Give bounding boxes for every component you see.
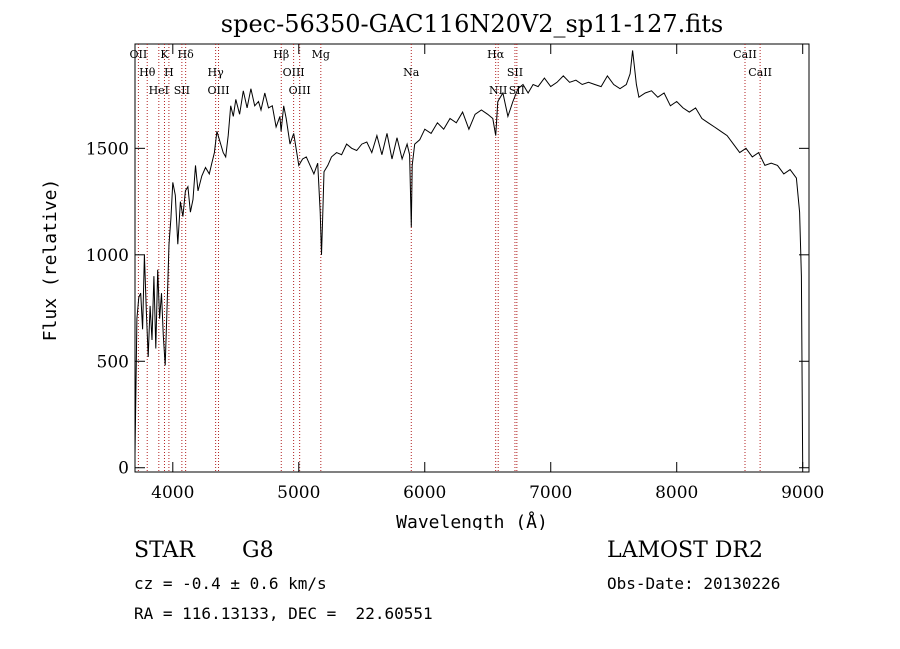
line-label: H — [164, 66, 174, 79]
plot-frame — [134, 43, 810, 473]
x-tick-label: 7000 — [529, 483, 572, 503]
y-tick-label: 1000 — [86, 246, 129, 266]
spectrum-series-line — [134, 50, 804, 468]
x-axis-ticks: 4000 5000 6000 7000 8000 9000 — [151, 44, 824, 503]
line-label: CaII — [748, 66, 772, 79]
object-subclass: G8 — [242, 538, 274, 563]
spectral-line-labels: OIIHθHeIKHSIIHδHγOIIIHβOIIIOIIIMgNaNIIHα… — [130, 48, 772, 97]
line-label: NII — [489, 84, 507, 97]
x-tick-label: 5000 — [277, 483, 320, 503]
survey-name: LAMOST DR2 — [607, 538, 763, 563]
line-label: Hδ — [178, 48, 195, 61]
line-label: Hβ — [273, 48, 289, 61]
line-label: OIII — [289, 84, 311, 97]
line-label: OIII — [207, 84, 229, 97]
line-label: OIII — [283, 66, 305, 79]
y-axis-label: Flux (relative) — [40, 179, 61, 342]
spectrum-chart: OIIHθHeIKHSIIHδHγOIIIHβOIIIOIIIMgNaNIIHα… — [40, 10, 824, 530]
x-tick-label: 6000 — [403, 483, 446, 503]
object-class: STAR — [134, 538, 195, 563]
line-label: Hγ — [208, 66, 225, 79]
line-label: Hα — [487, 48, 505, 61]
redshift-cz: cz = -0.4 ± 0.6 km/s — [134, 574, 327, 593]
y-tick-label: 0 — [118, 459, 129, 479]
line-label: SII — [174, 84, 190, 97]
chart-title: spec-56350-GAC116N20V2_sp11-127.fits — [221, 10, 723, 38]
spectral-line-markers — [137, 44, 761, 472]
observation-date: Obs-Date: 20130226 — [607, 574, 781, 593]
line-label: CaII — [733, 48, 757, 61]
x-tick-label: 9000 — [781, 483, 824, 503]
ra-dec-coordinates: RA = 116.13133, DEC = 22.60551 — [134, 604, 433, 623]
line-label: Hθ — [139, 66, 156, 79]
x-tick-label: 4000 — [151, 483, 194, 503]
y-tick-label: 1500 — [86, 139, 129, 159]
line-label: Mg — [312, 48, 330, 61]
line-label: HeI — [149, 84, 169, 97]
x-axis-label: Wavelength (Å) — [396, 511, 548, 530]
line-label: Na — [403, 66, 420, 79]
line-label: OII — [130, 48, 148, 61]
line-label: K — [160, 48, 169, 61]
y-axis-ticks: 0 500 1000 1500 — [86, 139, 809, 479]
line-label: SII — [507, 66, 523, 79]
x-tick-label: 8000 — [655, 483, 698, 503]
y-tick-label: 500 — [97, 352, 129, 372]
